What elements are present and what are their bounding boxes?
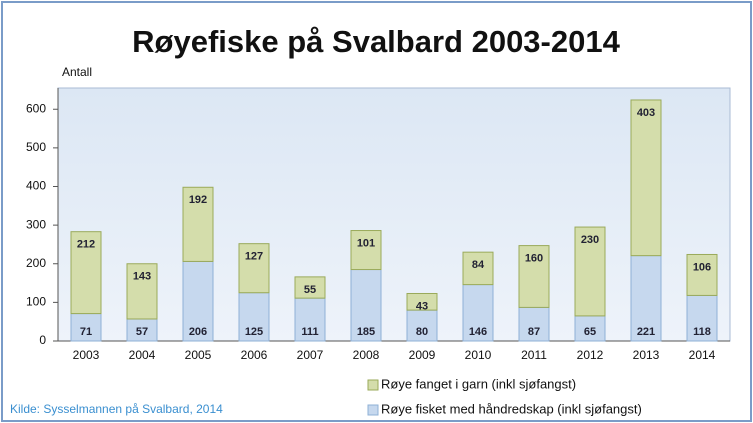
- data-label: 212: [77, 239, 95, 251]
- x-tick-label: 2014: [689, 348, 716, 362]
- data-label: 57: [136, 326, 148, 338]
- bar-segment: [518, 306, 550, 342]
- bar-segment: [686, 294, 718, 342]
- source: Kilde: Sysselmannen på Svalbard, 2014: [10, 402, 223, 416]
- bar-segment: [350, 269, 382, 342]
- y-tick-label: 400: [26, 179, 46, 193]
- x-tick-label: 2010: [465, 348, 492, 362]
- data-label: 221: [637, 326, 655, 338]
- data-label: 80: [416, 326, 428, 338]
- x-tick-label: 2012: [577, 348, 604, 362]
- x-tick-label: 2004: [129, 348, 156, 362]
- data-label: 84: [472, 259, 485, 271]
- y-tick-label: 100: [26, 295, 46, 309]
- data-label: 65: [584, 326, 596, 338]
- data-label: 101: [357, 237, 375, 249]
- x-tick-label: 2007: [297, 348, 324, 362]
- bar-segment: [406, 309, 438, 342]
- bar-segment: [406, 292, 438, 311]
- bar-segment: [462, 284, 494, 342]
- y-tick-label: 600: [26, 101, 46, 115]
- x-tick-label: 2003: [73, 348, 100, 362]
- data-label: 192: [189, 194, 207, 206]
- data-label: 118: [693, 326, 711, 338]
- bar-segment: [686, 253, 718, 296]
- y-tick-label: 0: [39, 333, 46, 347]
- data-label: 125: [245, 326, 263, 338]
- bar-segment: [518, 245, 550, 308]
- x-tick-label: 2013: [633, 348, 660, 362]
- data-label: 185: [357, 326, 375, 338]
- y-axis-label: Antall: [62, 65, 92, 79]
- plot-area: [57, 87, 731, 342]
- x-tick-label: 2006: [241, 348, 268, 362]
- legend-swatch: [367, 379, 379, 391]
- bar-segment: [70, 313, 102, 342]
- y-tick-label: 200: [26, 256, 46, 270]
- bar-segment: [294, 276, 326, 299]
- bar-segment: [182, 186, 214, 262]
- x-tick-label: 2008: [353, 348, 380, 362]
- x-tick-label: 2011: [521, 348, 547, 362]
- data-label: 230: [581, 234, 599, 246]
- data-label: 87: [528, 326, 540, 338]
- data-label: 160: [525, 253, 543, 265]
- bar-segment: [462, 251, 494, 286]
- legend-swatch: [367, 404, 379, 416]
- data-label: 143: [133, 271, 151, 283]
- bar-segment: [630, 255, 662, 342]
- data-label: 146: [469, 326, 487, 338]
- bar-segment: [238, 292, 270, 342]
- bar-segment: [238, 243, 270, 294]
- legend-label: Røye fanget i garn (inkl sjøfangst): [381, 376, 576, 391]
- bar-segment: [350, 230, 382, 271]
- y-tick-label: 300: [26, 217, 46, 231]
- data-label: 106: [693, 261, 711, 273]
- bar-segment: [574, 315, 606, 342]
- legend-label: Røye fisket med håndredskap (inkl sjøfan…: [381, 401, 642, 416]
- data-label: 43: [416, 300, 428, 312]
- y-tick-label: 500: [26, 140, 46, 154]
- bar-segment: [182, 260, 214, 342]
- data-label: 403: [637, 107, 655, 119]
- bar-segment: [574, 226, 606, 317]
- data-label: 127: [245, 251, 263, 263]
- bar-segment: [126, 263, 158, 320]
- x-tick-label: 2005: [185, 348, 212, 362]
- data-label: 111: [301, 326, 318, 338]
- chart-title: Røyefiske på Svalbard 2003-2014: [132, 24, 620, 59]
- data-label: 55: [304, 284, 316, 296]
- bar-segment: [70, 231, 102, 315]
- data-label: 206: [189, 326, 207, 338]
- x-tick-label: 2009: [409, 348, 436, 362]
- data-label: 71: [80, 326, 92, 338]
- bar-segment: [630, 99, 662, 257]
